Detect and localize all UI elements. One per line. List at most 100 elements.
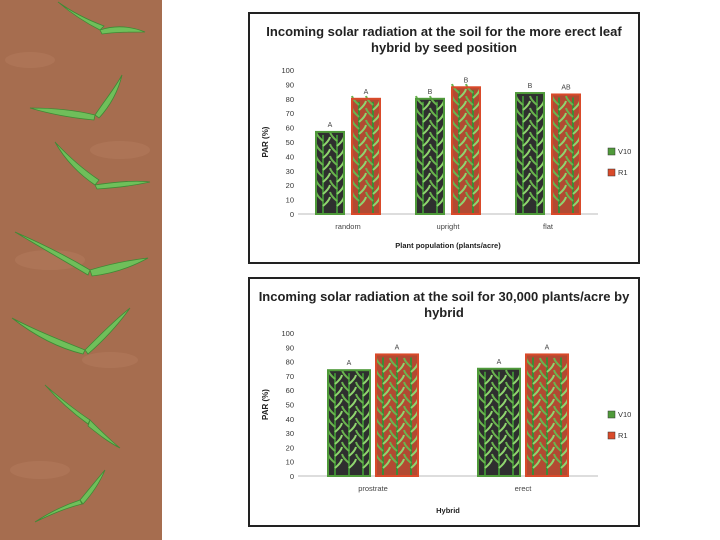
bar-R1-prostrate [375, 353, 419, 477]
plant-leaf [465, 155, 474, 166]
legend-label-V10: V10 [618, 147, 631, 156]
plant-leaf [322, 184, 331, 195]
plant-leaf [422, 124, 431, 135]
plant-leaf [348, 458, 357, 469]
y-axis-label: PAR (%) [261, 126, 270, 157]
bar-R1-erect [525, 353, 569, 477]
plant-leaf [334, 434, 343, 445]
plant-leaf [558, 136, 567, 147]
plant-leaf [505, 381, 514, 392]
y-tick-label: 90 [286, 80, 294, 89]
plant-leaf [505, 453, 514, 464]
y-tick-label: 0 [290, 472, 294, 481]
plant-leaf [382, 458, 391, 469]
chart-panel-hybrid: Incoming solar radiation at the soil for… [248, 277, 640, 527]
plant-leaf [465, 95, 474, 106]
plant-leaf [491, 429, 500, 440]
plant-leaf [382, 374, 391, 385]
plant-leaf [403, 417, 412, 428]
bar-V10-prostrate [327, 369, 371, 477]
plant-leaf [522, 136, 531, 147]
plant-leaf [529, 119, 538, 130]
plant-leaf [565, 119, 574, 130]
plant-leaf [329, 167, 338, 178]
corn-seedlings-photo-icon [0, 0, 162, 540]
plant-leaf [529, 191, 538, 202]
plant-leaf [389, 357, 398, 368]
plant-leaf [429, 167, 438, 178]
legend-label-R1: R1 [618, 168, 628, 177]
plant-leaf [355, 405, 364, 416]
plant-leaf [484, 398, 493, 409]
plant-leaf [334, 410, 343, 421]
significance-letter: A [497, 359, 502, 366]
legend-swatch-V10 [607, 147, 616, 156]
x-tick-label: random [335, 222, 360, 231]
plant-leaf [539, 405, 548, 416]
plant-leaf [539, 393, 548, 404]
plant-leaf [348, 446, 357, 457]
bar-V10-erect [477, 367, 521, 477]
plant-leaf [553, 357, 562, 368]
significance-letter: AB [561, 84, 571, 91]
plant-leaf [553, 441, 562, 452]
plant-leaf [532, 386, 541, 397]
y-tick-label: 70 [286, 109, 294, 118]
chart-title: Incoming solar radiation at the soil for… [266, 24, 622, 55]
plant-leaf [355, 393, 364, 404]
plant-leaf [403, 357, 412, 368]
significance-letter: A [328, 122, 333, 129]
plant-leaf [465, 191, 474, 202]
plant-leaf [348, 374, 357, 385]
plant-leaf [322, 172, 331, 183]
plant-leaf [558, 160, 567, 171]
plant-leaf [396, 446, 405, 457]
plant-leaf [498, 386, 507, 397]
plant-leaf [505, 429, 514, 440]
plant-leaf [415, 95, 424, 106]
corn-seedlings-photo [0, 0, 162, 540]
plant-leaf [334, 446, 343, 457]
plant-leaf [348, 410, 357, 421]
plant-leaf [465, 119, 474, 130]
plant-leaf [341, 393, 350, 404]
plant-leaf [322, 136, 331, 147]
plant-leaf [382, 386, 391, 397]
legend-swatch-R1 [607, 431, 616, 440]
plant-leaf [539, 369, 548, 380]
plant-leaf [348, 422, 357, 433]
bar-V10 [415, 97, 445, 215]
plant-leaf [522, 172, 531, 183]
plant-leaf [422, 184, 431, 195]
plant-leaf [351, 95, 360, 106]
plant-leaf [565, 191, 574, 202]
plant-leaf [484, 386, 493, 397]
plant-leaf [558, 124, 567, 135]
plant-leaf [498, 374, 507, 385]
plant-leaf [389, 453, 398, 464]
significance-letter: B [464, 77, 469, 84]
y-tick-label: 50 [286, 401, 294, 410]
plant-leaf [382, 410, 391, 421]
plant-leaf [334, 458, 343, 469]
plant-leaf [458, 88, 467, 99]
plant-leaf [396, 374, 405, 385]
plant-leaf [546, 398, 555, 409]
plant-leaf [565, 155, 574, 166]
plant-leaf [465, 179, 474, 190]
x-axis-label: Plant population (plants/acre) [395, 241, 501, 250]
bar-R1 [451, 86, 481, 215]
plant-leaf [365, 143, 374, 154]
plant-leaf [422, 112, 431, 123]
y-tick-label: 60 [286, 124, 294, 133]
bar-R1 [375, 353, 419, 477]
plant-leaf [546, 422, 555, 433]
y-tick-label: 60 [286, 386, 294, 395]
plant-leaf [532, 446, 541, 457]
plant-leaf [484, 446, 493, 457]
plant-leaf [484, 422, 493, 433]
plant-leaf [365, 95, 374, 106]
plant-leaf [403, 453, 412, 464]
plant-leaf [553, 417, 562, 428]
plant-leaf [403, 369, 412, 380]
